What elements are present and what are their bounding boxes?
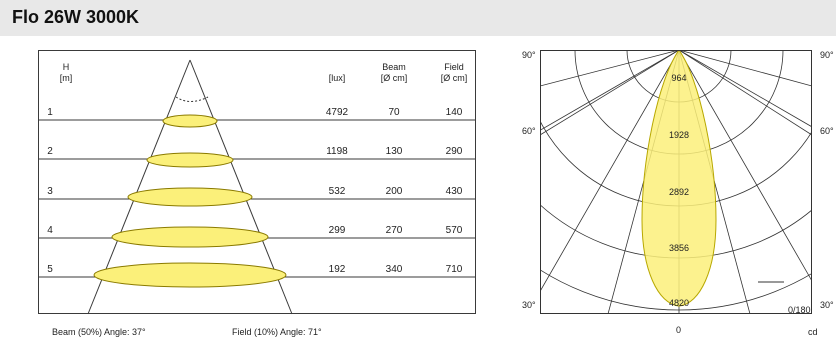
row-beam: 200 — [385, 186, 403, 197]
beam-ellipse-4 — [111, 226, 269, 248]
row-beam: 70 — [388, 107, 400, 118]
title-bar — [0, 0, 836, 36]
row-lux: 4792 — [325, 107, 349, 118]
left-angle-60: 60° — [522, 126, 536, 136]
beam-ellipse-1 — [162, 114, 218, 128]
illuminance-table-frame — [38, 50, 476, 314]
candela-unit-label: cd — [808, 327, 818, 337]
header-beam-unit: [Ø cm] — [380, 73, 408, 83]
beam-ellipse-2 — [146, 152, 234, 168]
header-field-unit: [Ø cm] — [440, 73, 468, 83]
row-height: 2 — [47, 146, 53, 157]
polar-radial — [678, 50, 812, 128]
row-lux: 192 — [328, 264, 346, 275]
row-height: 3 — [47, 186, 53, 197]
field-angle-label: Field (10%) Angle: 71° — [232, 327, 322, 337]
candela-curve — [641, 50, 717, 307]
beam-ellipse-3 — [127, 187, 253, 207]
beam-angle-label: Beam (50%) Angle: 37° — [52, 327, 146, 337]
row-beam: 340 — [385, 264, 403, 275]
right-angle-30: 30° — [820, 300, 834, 310]
row-height: 5 — [47, 264, 53, 275]
header-field: Field — [444, 62, 464, 72]
polar-radial — [678, 50, 812, 136]
header-h: H — [62, 62, 70, 72]
right-angle-60: 60° — [820, 126, 834, 136]
left-angle-30: 30° — [522, 300, 536, 310]
polar-radial — [540, 50, 680, 87]
left-angle-90: 90° — [522, 50, 536, 60]
polar-radial — [540, 50, 680, 293]
polar-radial — [678, 50, 812, 87]
row-field: 710 — [445, 264, 463, 275]
polar-radial — [540, 50, 680, 131]
beam-ellipse-5 — [93, 262, 287, 288]
ring-label-3: 2892 — [668, 187, 690, 197]
row-field: 570 — [445, 225, 463, 236]
ring-label-4: 3856 — [668, 243, 690, 253]
polar-zero-label: 0 — [676, 325, 682, 335]
row-lux: 1198 — [326, 146, 348, 157]
polar-radial — [678, 50, 812, 282]
header-lux: [lux] — [328, 73, 346, 83]
row-field: 140 — [445, 107, 463, 118]
polar-frame — [540, 50, 812, 314]
row-field: 430 — [445, 186, 463, 197]
beam-arc — [175, 96, 209, 102]
ratio-label: 0/180 — [788, 305, 811, 315]
header-h-unit: [m] — [59, 73, 73, 83]
row-beam: 270 — [385, 225, 403, 236]
right-angle-90: 90° — [820, 50, 834, 60]
header-beam: Beam — [382, 62, 406, 72]
polar-candela-diagram — [540, 50, 812, 314]
row-field: 290 — [445, 146, 463, 157]
product-title: Flo 26W 3000K — [12, 7, 140, 27]
ring-label-1: 964 — [671, 73, 687, 83]
polar-radial — [540, 50, 680, 136]
ring-label-2: 1928 — [668, 130, 690, 140]
row-lux: 299 — [328, 225, 346, 236]
row-beam: 130 — [385, 146, 403, 157]
row-height: 4 — [47, 225, 53, 236]
ring-label-5: 4820 — [668, 298, 690, 308]
row-lux: 532 — [328, 186, 346, 197]
row-height: 1 — [47, 107, 53, 118]
